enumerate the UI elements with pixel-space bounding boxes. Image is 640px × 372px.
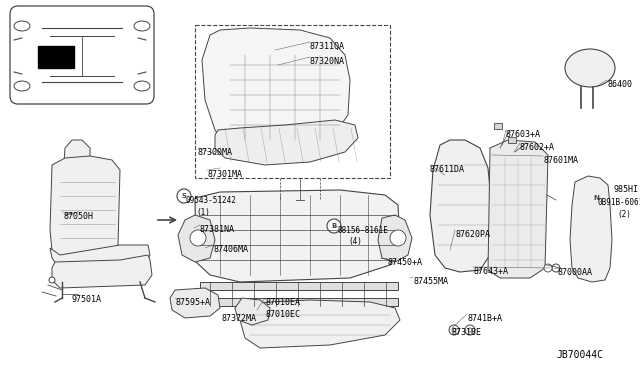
Text: 0B91B-60610: 0B91B-60610 [598, 198, 640, 207]
Text: 08156-8161E: 08156-8161E [338, 226, 389, 235]
Polygon shape [195, 190, 400, 282]
Circle shape [552, 264, 560, 272]
Polygon shape [50, 156, 120, 260]
Polygon shape [240, 300, 400, 348]
Text: 87010EA: 87010EA [265, 298, 300, 307]
Text: (1): (1) [196, 208, 210, 217]
Text: 87450+A: 87450+A [387, 258, 422, 267]
Text: (2): (2) [617, 210, 631, 219]
Circle shape [190, 230, 206, 246]
Text: 87455MA: 87455MA [413, 277, 448, 286]
FancyBboxPatch shape [10, 6, 154, 104]
Text: 87320NA: 87320NA [310, 57, 345, 66]
Polygon shape [170, 288, 220, 318]
Circle shape [468, 328, 472, 332]
Text: 87381NA: 87381NA [200, 225, 235, 234]
Ellipse shape [134, 81, 150, 91]
Bar [38, 46, 74, 68]
Text: (4): (4) [348, 237, 362, 246]
Ellipse shape [14, 21, 30, 31]
Text: 87602+A: 87602+A [520, 143, 555, 152]
Polygon shape [64, 140, 90, 168]
Circle shape [327, 219, 341, 233]
Circle shape [390, 230, 406, 246]
Circle shape [589, 191, 603, 205]
Bar [508, 137, 516, 143]
Polygon shape [202, 28, 350, 155]
Text: 87611DA: 87611DA [430, 165, 465, 174]
Text: 87603+A: 87603+A [506, 130, 541, 139]
Polygon shape [378, 215, 412, 262]
Text: 8741B+A: 8741B+A [467, 314, 502, 323]
Bar [195, 25, 390, 178]
Text: 97501A: 97501A [72, 295, 102, 304]
Text: 09543-51242: 09543-51242 [185, 196, 236, 205]
Circle shape [449, 325, 459, 335]
Polygon shape [430, 140, 492, 272]
Text: 87050H: 87050H [63, 212, 93, 221]
Text: 87301MA: 87301MA [207, 170, 242, 179]
Polygon shape [215, 120, 358, 165]
Bar [494, 123, 502, 129]
Text: B: B [332, 223, 337, 229]
Circle shape [544, 264, 552, 272]
Bar [200, 298, 398, 306]
Text: 87318E: 87318E [452, 328, 482, 337]
Ellipse shape [565, 49, 615, 87]
Circle shape [465, 325, 475, 335]
Text: 87300MA: 87300MA [198, 148, 233, 157]
Text: S: S [182, 193, 186, 199]
Text: 87595+A: 87595+A [176, 298, 211, 307]
Ellipse shape [134, 21, 150, 31]
Ellipse shape [14, 81, 30, 91]
Text: 87406MA: 87406MA [213, 245, 248, 254]
Text: 87372MA: 87372MA [222, 314, 257, 323]
Polygon shape [52, 255, 152, 288]
Polygon shape [50, 245, 150, 278]
Text: 86400: 86400 [607, 80, 632, 89]
Polygon shape [570, 176, 612, 282]
Text: 87601MA: 87601MA [543, 156, 578, 165]
Text: 87620PA: 87620PA [455, 230, 490, 239]
Text: JB70044C: JB70044C [556, 350, 603, 360]
Text: 87000AA: 87000AA [558, 268, 593, 277]
Text: 87643+A: 87643+A [473, 267, 508, 276]
Polygon shape [178, 215, 215, 262]
Text: 985HI: 985HI [613, 185, 638, 194]
Circle shape [49, 277, 55, 283]
Bar [200, 282, 398, 290]
Polygon shape [235, 298, 270, 325]
Circle shape [452, 328, 456, 332]
Text: 87010EC: 87010EC [265, 310, 300, 319]
Circle shape [177, 189, 191, 203]
Text: N: N [593, 195, 599, 201]
Polygon shape [488, 140, 548, 278]
Text: 87311QA: 87311QA [310, 42, 345, 51]
